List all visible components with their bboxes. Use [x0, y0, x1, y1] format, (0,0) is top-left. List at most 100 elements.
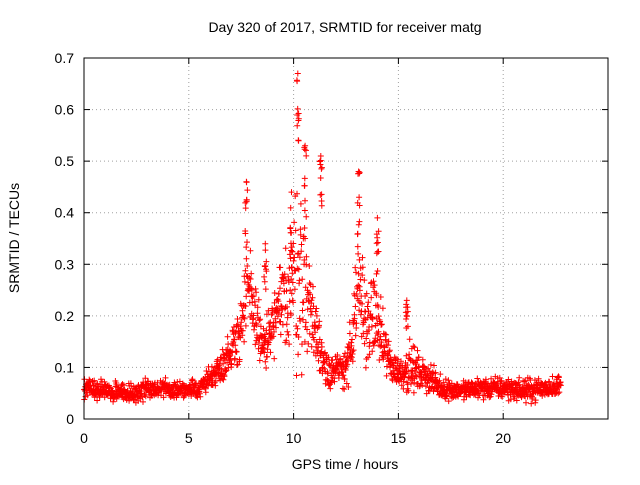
data-point [278, 311, 285, 318]
data-point [480, 396, 487, 403]
data-point [242, 199, 249, 206]
data-point [140, 398, 146, 405]
data-point [377, 294, 384, 300]
data-point [354, 230, 361, 237]
data-point [113, 395, 120, 402]
data-point [519, 384, 526, 391]
data-point [228, 360, 235, 367]
data-point [499, 393, 506, 400]
data-point [556, 389, 563, 396]
data-point [203, 368, 210, 374]
data-point [403, 316, 410, 322]
data-point [257, 316, 264, 323]
data-point [383, 363, 390, 370]
data-point [508, 378, 515, 385]
data-point [238, 319, 245, 326]
data-point [373, 292, 380, 299]
data-point [286, 298, 293, 305]
data-point [326, 361, 333, 368]
data-point [290, 299, 297, 306]
data-point [241, 338, 248, 345]
data-point [287, 204, 294, 211]
data-point [294, 112, 301, 118]
data-point [356, 256, 363, 263]
data-point [241, 315, 248, 322]
data-point [415, 364, 422, 371]
data-point [110, 398, 117, 405]
data-point [355, 282, 362, 289]
data-point [373, 270, 380, 277]
data-point [230, 324, 237, 330]
data-point [301, 182, 308, 189]
data-point [243, 197, 250, 203]
data-point [277, 264, 284, 271]
data-point [353, 291, 360, 297]
plot-frame [83, 57, 609, 420]
data-point [384, 342, 391, 349]
data-point [264, 346, 271, 353]
data-point [324, 376, 331, 383]
data-point [288, 189, 295, 196]
data-point [256, 357, 263, 364]
data-point [363, 290, 370, 297]
data-point [162, 374, 169, 381]
data-point [532, 397, 539, 404]
data-point [394, 371, 401, 378]
data-point [303, 152, 310, 159]
data-point [283, 321, 290, 328]
data-point [350, 347, 357, 354]
data-point [353, 269, 359, 276]
data-point [262, 331, 268, 338]
data-point [244, 239, 250, 246]
data-point [366, 351, 373, 358]
data-point [261, 278, 268, 285]
grid-layer [84, 58, 608, 419]
data-point [318, 191, 325, 198]
data-point [318, 198, 325, 204]
data-point [348, 342, 355, 349]
data-point [289, 248, 296, 255]
data-point [345, 384, 352, 390]
data-point [243, 255, 250, 262]
data-point [474, 375, 481, 382]
data-point [307, 305, 314, 312]
data-point [248, 287, 255, 293]
data-point [374, 234, 381, 241]
data-point [247, 247, 254, 254]
data-point [265, 339, 272, 346]
data-point [339, 385, 346, 392]
data-point [383, 331, 390, 338]
data-point [306, 263, 313, 269]
data-point [436, 377, 443, 384]
x-tick-label: 15 [391, 430, 407, 446]
data-point [289, 279, 296, 286]
data-point [295, 334, 302, 340]
data-point [236, 356, 243, 363]
data-point [271, 290, 278, 296]
data-point [160, 394, 167, 401]
data-point [277, 285, 283, 292]
data-point [303, 261, 310, 268]
data-point [355, 221, 362, 228]
data-point [231, 336, 238, 343]
data-point [445, 377, 452, 384]
data-point [357, 311, 364, 318]
data-point [299, 276, 306, 283]
y-tick-label: 0.7 [55, 50, 75, 66]
data-point [271, 355, 278, 362]
data-point [388, 356, 395, 363]
data-point [296, 254, 303, 261]
data-point [247, 276, 254, 282]
y-tick-label: 0.2 [55, 308, 75, 324]
y-tick-label: 0.1 [55, 359, 75, 375]
data-point [369, 348, 376, 355]
data-point [275, 298, 282, 305]
data-point [513, 397, 520, 404]
data-point [263, 258, 270, 265]
data-point [365, 354, 371, 361]
data-point [359, 254, 366, 261]
data-point [313, 312, 320, 319]
data-point [271, 328, 277, 335]
data-point [284, 328, 291, 335]
